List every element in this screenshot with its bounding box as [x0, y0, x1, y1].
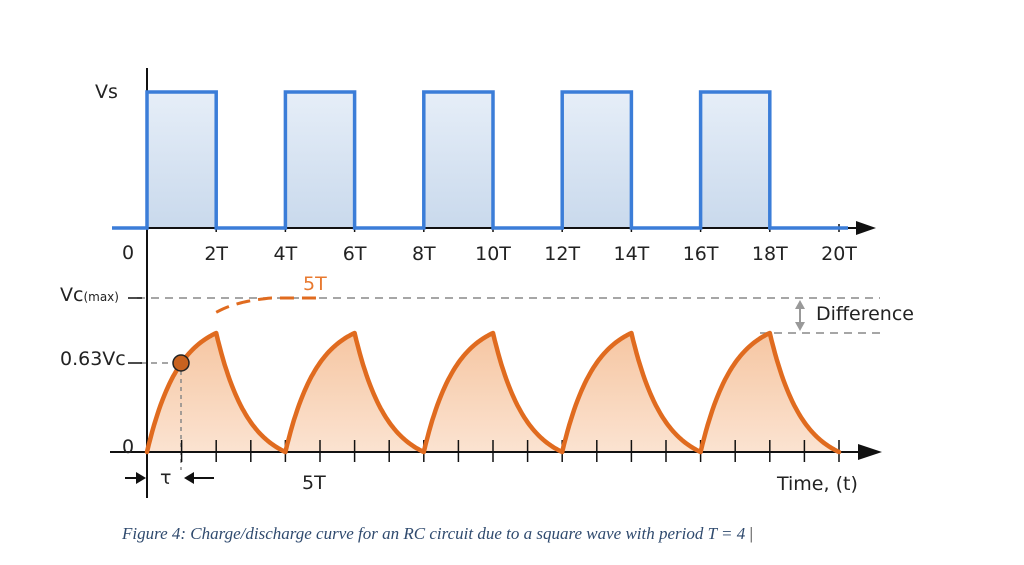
caption-cursor: | — [749, 524, 753, 543]
difference-arrow-down — [795, 322, 805, 331]
top-x-tick-label: 14T — [613, 243, 650, 265]
top-origin-label: 0 — [122, 242, 135, 264]
top-x-tick-label: 4T — [273, 243, 298, 265]
top-x-tick-label: 6T — [342, 243, 367, 265]
caption-text: Figure 4: Charge/discharge curve for an … — [122, 524, 746, 543]
vs-label: Vs — [95, 81, 118, 103]
time-axis-label: Time, (t) — [777, 473, 858, 495]
top-x-axis-arrow — [856, 221, 876, 235]
tau-right-arrow-head — [184, 472, 194, 484]
top-x-tick-label: 10T — [475, 243, 511, 265]
square-pulse-fill — [562, 92, 632, 228]
top-x-tick-label: 2T — [204, 243, 229, 265]
top-x-tick-label: 18T — [751, 243, 788, 265]
square-pulse-fill — [147, 92, 217, 228]
figure-caption: Figure 4: Charge/discharge curve for an … — [122, 524, 753, 544]
top-x-tick-label: 20T — [821, 243, 857, 265]
tau-left-arrow-head — [136, 472, 146, 484]
top-x-tick-label: 12T — [544, 243, 581, 265]
square-wave-line — [112, 90, 848, 230]
vc-max-text: Vc — [60, 284, 84, 306]
five-t-axis-label: 5T — [302, 472, 326, 494]
tau-point-marker — [172, 354, 190, 372]
top-x-tick-label: 8T — [411, 243, 436, 265]
vc-max-label: Vc(max) — [60, 286, 119, 305]
bottom-x-axis-arrow — [858, 444, 882, 460]
tau-label: τ — [160, 467, 172, 489]
square-pulse-fill — [423, 92, 493, 228]
square-pulse-fill — [700, 92, 770, 228]
capacitor-voltage-curve — [144, 330, 842, 455]
bottom-origin-label: 0 — [122, 436, 135, 458]
vc-max-subscript: (max) — [83, 290, 119, 304]
difference-arrow-up — [795, 300, 805, 309]
top-x-tick-label: 16T — [682, 243, 719, 265]
five-t-curve-label: 5T — [303, 273, 327, 295]
charge-extension-dashed — [215, 296, 320, 314]
level-063-label: 0.63Vc — [60, 348, 126, 370]
difference-label: Difference — [816, 303, 914, 325]
square-pulse-fill — [285, 92, 355, 228]
